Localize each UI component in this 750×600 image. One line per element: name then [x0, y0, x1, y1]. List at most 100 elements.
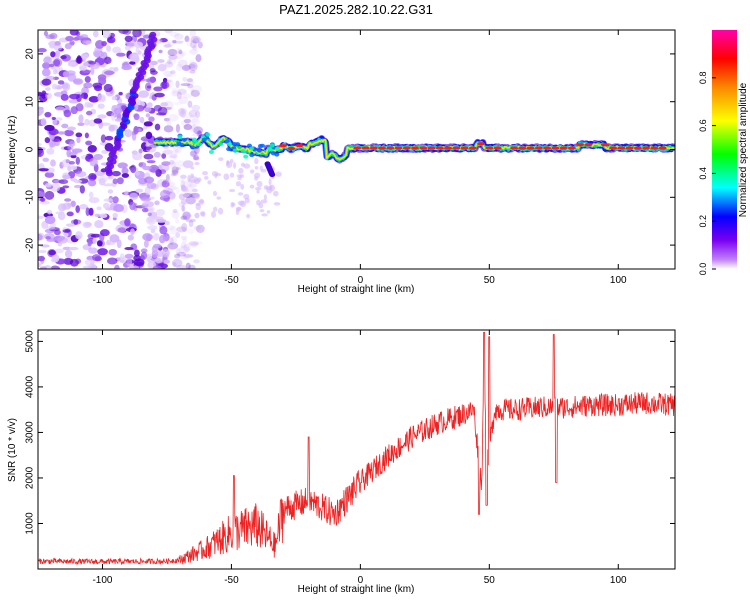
track-blob [227, 141, 233, 146]
noise-blob [54, 50, 61, 57]
peak-blob [386, 146, 395, 150]
noise-blob [56, 131, 66, 135]
noise-blob [67, 144, 74, 151]
noise-blob [38, 191, 46, 198]
peak-blob [295, 144, 304, 148]
noise-blob [146, 102, 153, 108]
noise-blob [151, 250, 159, 258]
track-blob [257, 144, 263, 149]
noise-blob [175, 247, 181, 257]
peak-blob [617, 146, 626, 150]
colorbar-tick-label: 0.4 [698, 167, 708, 180]
noise-blob [67, 61, 78, 67]
peak-blob [559, 146, 568, 150]
noise-blob [169, 226, 178, 235]
chirp-blob [149, 31, 157, 38]
noise-blob [108, 248, 118, 256]
noise-blob [140, 197, 152, 202]
noise-blob [139, 116, 145, 124]
noise-blob [195, 54, 202, 63]
noise-blob [53, 44, 63, 51]
noise-blob [228, 188, 236, 193]
noise-blob [130, 164, 137, 174]
noise-blob [176, 91, 182, 100]
noise-blob [254, 176, 259, 181]
noise-blob [207, 180, 212, 185]
noise-blob [174, 33, 184, 40]
noise-blob [185, 80, 195, 85]
noise-blob [89, 157, 98, 167]
noise-blob [67, 126, 76, 131]
track-blob [266, 146, 272, 151]
noise-blob [73, 78, 84, 85]
noise-blob [68, 160, 75, 165]
spectrogram-x-axis-label: Height of straight line (km) [298, 284, 415, 295]
noise-blob [176, 264, 187, 269]
noise-blob [157, 59, 165, 63]
noise-blob [237, 177, 242, 181]
noise-blob [230, 201, 235, 208]
noise-blob [70, 151, 78, 155]
noise-blob [54, 40, 61, 46]
x-tick-label: -50 [224, 275, 239, 286]
track-blob [240, 149, 246, 154]
noise-blob [103, 83, 113, 93]
noise-blob [188, 241, 199, 246]
noise-blob [159, 226, 168, 235]
noise-blob [92, 254, 101, 262]
noise-blob [143, 239, 149, 248]
noise-blob [137, 105, 144, 110]
track-blob [181, 137, 187, 142]
track-blob [249, 153, 255, 158]
noise-blob [52, 58, 63, 68]
noise-blob [256, 199, 261, 206]
noise-blob [181, 119, 190, 127]
noise-blob [74, 184, 82, 189]
noise-blob [63, 109, 72, 118]
noise-blob [243, 163, 251, 169]
noise-blob [183, 243, 191, 252]
colorbar-tick-label: 0.2 [698, 215, 708, 228]
noise-blob [190, 166, 195, 170]
noise-blob [73, 179, 83, 184]
noise-blob [164, 30, 173, 34]
noise-blob [44, 171, 55, 178]
noise-blob [155, 208, 165, 216]
noise-blob [38, 48, 47, 53]
noise-blob [193, 154, 199, 161]
noise-blob [174, 160, 186, 168]
noise-blob [191, 133, 199, 137]
noise-blob [143, 146, 152, 150]
noise-blob [64, 198, 72, 202]
noise-blob [63, 129, 74, 137]
noise-blob [186, 78, 194, 83]
noise-blob [256, 189, 260, 194]
noise-blob [254, 165, 259, 170]
noise-blob [102, 30, 111, 39]
noise-blob [182, 160, 194, 168]
noise-blob [143, 200, 149, 205]
noise-blob [97, 103, 105, 109]
noise-blob [166, 118, 172, 127]
noise-blob [88, 247, 98, 254]
noise-blob [45, 92, 52, 100]
noise-blob [190, 35, 201, 44]
noise-blob [225, 161, 233, 169]
y-tick-label: 2000 [25, 466, 36, 489]
noise-blob [167, 40, 175, 47]
noise-blob [48, 249, 56, 256]
track-blob [205, 132, 211, 137]
noise-blob [175, 48, 183, 55]
noise-blob [182, 93, 192, 99]
noise-blob [176, 226, 187, 233]
track-blob [269, 143, 275, 148]
noise-blob [51, 253, 60, 263]
noise-blob [161, 180, 170, 188]
noise-blob [62, 229, 71, 233]
y-tick-label: 0 [25, 146, 36, 152]
noise-blob [111, 170, 121, 177]
noise-blob [192, 37, 200, 44]
noise-blob [82, 40, 87, 45]
noise-blob [171, 87, 179, 94]
noise-blob [165, 178, 171, 184]
